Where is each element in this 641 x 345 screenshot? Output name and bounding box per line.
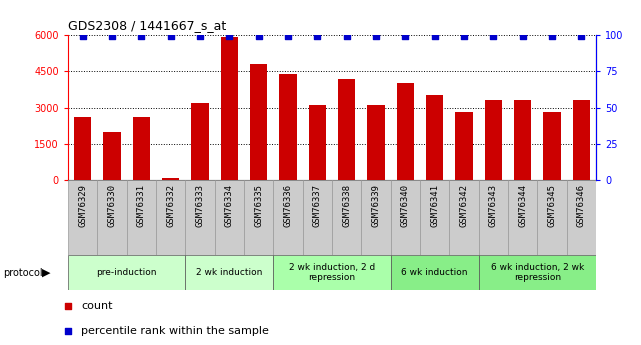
Bar <box>508 180 537 255</box>
Text: 2 wk induction: 2 wk induction <box>196 268 263 277</box>
Point <box>576 34 587 39</box>
Bar <box>455 112 473 180</box>
Bar <box>244 180 273 255</box>
Bar <box>479 180 508 255</box>
Bar <box>367 105 385 180</box>
Point <box>107 34 117 39</box>
Text: 6 wk induction: 6 wk induction <box>401 268 468 277</box>
Bar <box>537 180 567 255</box>
Bar <box>185 180 215 255</box>
Text: GSM76334: GSM76334 <box>225 184 234 227</box>
Bar <box>221 37 238 180</box>
Bar <box>567 180 596 255</box>
Bar <box>191 103 209 180</box>
Bar <box>162 178 179 180</box>
Text: GSM76343: GSM76343 <box>489 184 498 227</box>
Point <box>342 34 352 39</box>
Text: 6 wk induction, 2 wk
repression: 6 wk induction, 2 wk repression <box>491 263 584 282</box>
Bar <box>572 100 590 180</box>
Point <box>488 34 499 39</box>
Text: pre-induction: pre-induction <box>96 268 157 277</box>
Text: GSM76337: GSM76337 <box>313 184 322 227</box>
Text: GSM76332: GSM76332 <box>166 184 175 227</box>
Point <box>254 34 264 39</box>
Point <box>78 34 88 39</box>
Bar <box>543 112 561 180</box>
Text: GSM76344: GSM76344 <box>518 184 527 227</box>
Text: count: count <box>81 301 113 311</box>
Point <box>224 34 235 39</box>
Point <box>312 34 322 39</box>
Bar <box>426 96 444 180</box>
Bar <box>68 255 185 290</box>
Bar <box>479 255 596 290</box>
Text: percentile rank within the sample: percentile rank within the sample <box>81 326 269 336</box>
Point <box>547 34 557 39</box>
Text: GSM76331: GSM76331 <box>137 184 146 227</box>
Bar <box>485 100 502 180</box>
Text: GSM76346: GSM76346 <box>577 184 586 227</box>
Text: GSM76330: GSM76330 <box>108 184 117 227</box>
Bar <box>185 255 273 290</box>
Text: GSM76333: GSM76333 <box>196 184 204 227</box>
Bar <box>273 255 390 290</box>
Point <box>459 34 469 39</box>
Text: GSM76339: GSM76339 <box>372 184 381 227</box>
Text: GSM76342: GSM76342 <box>460 184 469 227</box>
Bar <box>514 100 531 180</box>
Bar <box>308 105 326 180</box>
Bar <box>390 255 479 290</box>
Bar <box>449 180 479 255</box>
Bar <box>133 117 150 180</box>
Bar <box>74 117 92 180</box>
Bar <box>215 180 244 255</box>
Text: GSM76329: GSM76329 <box>78 184 87 227</box>
Bar <box>420 180 449 255</box>
Point <box>327 8 337 13</box>
Bar <box>362 180 390 255</box>
Bar <box>103 132 121 180</box>
Point <box>429 34 440 39</box>
Point <box>283 34 293 39</box>
Bar <box>397 83 414 180</box>
Point <box>195 34 205 39</box>
Point <box>165 34 176 39</box>
Point <box>400 34 410 39</box>
Text: 2 wk induction, 2 d
repression: 2 wk induction, 2 d repression <box>289 263 375 282</box>
Bar <box>156 180 185 255</box>
Bar <box>332 180 362 255</box>
Point <box>517 34 528 39</box>
Text: GSM76336: GSM76336 <box>283 184 292 227</box>
Text: GSM76340: GSM76340 <box>401 184 410 227</box>
Bar <box>97 180 127 255</box>
Point <box>327 233 337 238</box>
Bar <box>338 79 356 180</box>
Text: GSM76335: GSM76335 <box>254 184 263 227</box>
Bar <box>390 180 420 255</box>
Point <box>371 34 381 39</box>
Text: GSM76345: GSM76345 <box>547 184 556 227</box>
Text: GDS2308 / 1441667_s_at: GDS2308 / 1441667_s_at <box>68 19 226 32</box>
Bar <box>303 180 332 255</box>
Bar <box>273 180 303 255</box>
Bar <box>250 64 267 180</box>
Point <box>136 34 146 39</box>
Text: ▶: ▶ <box>42 267 51 277</box>
Bar <box>127 180 156 255</box>
Bar <box>279 74 297 180</box>
Text: GSM76341: GSM76341 <box>430 184 439 227</box>
Bar <box>68 180 97 255</box>
Text: protocol: protocol <box>3 267 43 277</box>
Text: GSM76338: GSM76338 <box>342 184 351 227</box>
